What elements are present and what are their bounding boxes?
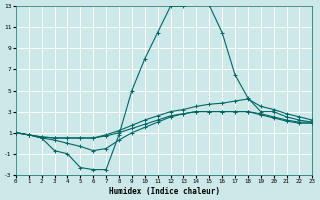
X-axis label: Humidex (Indice chaleur): Humidex (Indice chaleur) bbox=[108, 187, 220, 196]
